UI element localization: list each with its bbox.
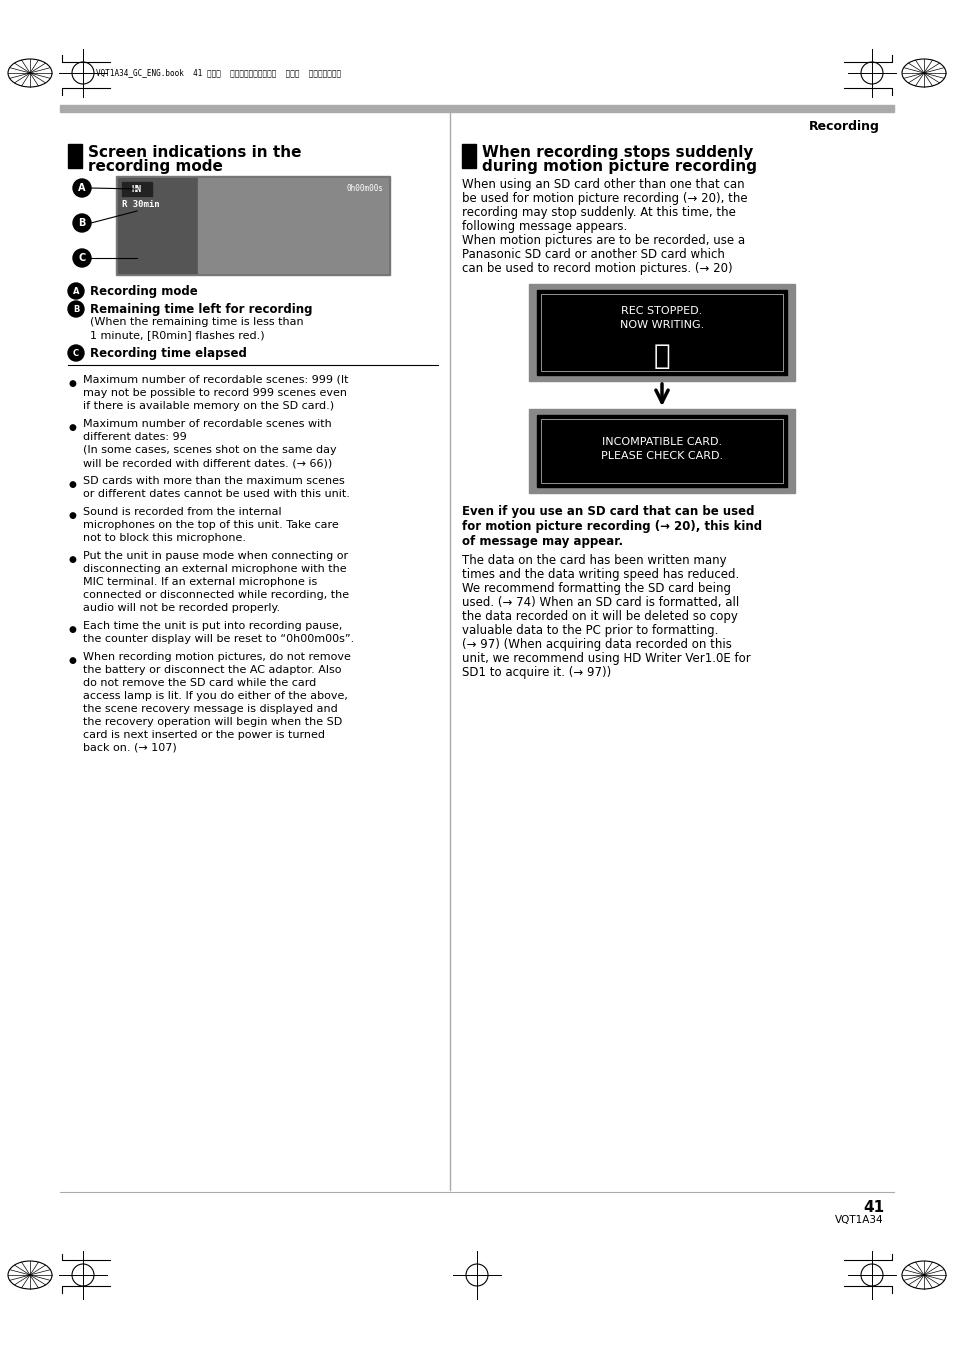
Text: PLEASE CHECK CARD.: PLEASE CHECK CARD. <box>600 452 722 461</box>
Text: (When the remaining time is less than: (When the remaining time is less than <box>90 317 303 328</box>
Bar <box>540 419 782 483</box>
Text: will be recorded with different dates. (→ 66)): will be recorded with different dates. (… <box>83 458 332 468</box>
Text: Put the unit in pause mode when connecting or: Put the unit in pause mode when connecti… <box>83 551 348 561</box>
Text: B: B <box>78 218 86 228</box>
Text: C: C <box>78 253 86 263</box>
Text: ⌛: ⌛ <box>653 342 670 369</box>
Bar <box>537 290 786 375</box>
Text: When recording stops suddenly: When recording stops suddenly <box>481 146 753 160</box>
Text: ●: ● <box>69 511 77 520</box>
Text: Panasonic SD card or another SD card which: Panasonic SD card or another SD card whi… <box>461 248 724 262</box>
Text: Recording: Recording <box>808 120 879 133</box>
Text: Remaining time left for recording: Remaining time left for recording <box>90 303 313 315</box>
Text: NOW WRITING.: NOW WRITING. <box>619 319 703 330</box>
Text: (→ 97) (When acquiring data recorded on this: (→ 97) (When acquiring data recorded on … <box>461 638 731 651</box>
Text: the counter display will be reset to “0h00m00s”.: the counter display will be reset to “0h… <box>83 634 354 644</box>
Text: A: A <box>72 287 79 295</box>
Text: When motion pictures are to be recorded, use a: When motion pictures are to be recorded,… <box>461 235 744 247</box>
Text: MIC terminal. If an external microphone is: MIC terminal. If an external microphone … <box>83 577 317 586</box>
Text: the scene recovery message is displayed and: the scene recovery message is displayed … <box>83 704 337 714</box>
Text: Even if you use an SD card that can be used: Even if you use an SD card that can be u… <box>461 506 754 518</box>
Text: Each time the unit is put into recording pause,: Each time the unit is put into recording… <box>83 621 342 631</box>
Text: following message appears.: following message appears. <box>461 220 626 233</box>
Text: if there is available memory on the SD card.): if there is available memory on the SD c… <box>83 400 334 411</box>
Bar <box>116 177 390 275</box>
Text: ●: ● <box>69 555 77 563</box>
Text: INCOMPATIBLE CARD.: INCOMPATIBLE CARD. <box>601 437 721 448</box>
Text: the battery or disconnect the AC adaptor. Also: the battery or disconnect the AC adaptor… <box>83 665 341 675</box>
Text: of message may appear.: of message may appear. <box>461 535 622 549</box>
Text: unit, we recommend using HD Writer Ver1.0E for: unit, we recommend using HD Writer Ver1.… <box>461 652 750 665</box>
Text: audio will not be recorded properly.: audio will not be recorded properly. <box>83 603 280 613</box>
Text: may not be possible to record 999 scenes even: may not be possible to record 999 scenes… <box>83 388 347 398</box>
Text: disconnecting an external microphone with the: disconnecting an external microphone wit… <box>83 563 346 574</box>
Bar <box>537 415 786 487</box>
Text: not to block this microphone.: not to block this microphone. <box>83 532 246 543</box>
Bar <box>198 178 388 274</box>
Text: do not remove the SD card while the card: do not remove the SD card while the card <box>83 678 315 687</box>
Text: ●: ● <box>69 656 77 665</box>
Circle shape <box>68 345 84 361</box>
Text: A: A <box>78 183 86 193</box>
Text: VQT1A34: VQT1A34 <box>835 1215 883 1225</box>
Circle shape <box>68 301 84 317</box>
Text: We recommend formatting the SD card being: We recommend formatting the SD card bein… <box>461 582 730 594</box>
Text: VQT1A34_GC_ENG.book  41 ページ  ２００７年１月２７日  土曜日  午後１時４６分: VQT1A34_GC_ENG.book 41 ページ ２００７年１月２７日 土曜… <box>96 69 341 77</box>
Text: SD cards with more than the maximum scenes: SD cards with more than the maximum scen… <box>83 476 344 487</box>
Text: back on. (→ 107): back on. (→ 107) <box>83 743 176 754</box>
Text: recording mode: recording mode <box>88 159 223 174</box>
Text: for motion picture recording (→ 20), this kind: for motion picture recording (→ 20), thi… <box>461 520 761 532</box>
Text: the data recorded on it will be deleted so copy: the data recorded on it will be deleted … <box>461 611 737 623</box>
Text: microphones on the top of this unit. Take care: microphones on the top of this unit. Tak… <box>83 520 338 530</box>
Text: be used for motion picture recording (→ 20), the: be used for motion picture recording (→ … <box>461 191 747 205</box>
Circle shape <box>73 249 91 267</box>
Text: (In some cases, scenes shot on the same day: (In some cases, scenes shot on the same … <box>83 445 336 456</box>
Bar <box>122 182 152 195</box>
Text: during motion picture recording: during motion picture recording <box>481 159 757 174</box>
Bar <box>118 178 388 274</box>
Text: 1 minute, [R0min] flashes red.): 1 minute, [R0min] flashes red.) <box>90 330 264 340</box>
Text: or different dates cannot be used with this unit.: or different dates cannot be used with t… <box>83 489 350 499</box>
Text: Recording mode: Recording mode <box>90 284 197 298</box>
Text: times and the data writing speed has reduced.: times and the data writing speed has red… <box>461 568 739 581</box>
Bar <box>60 105 893 112</box>
Text: used. (→ 74) When an SD card is formatted, all: used. (→ 74) When an SD card is formatte… <box>461 596 739 609</box>
Text: 41: 41 <box>862 1200 883 1215</box>
Text: C: C <box>72 349 79 357</box>
Text: ●: ● <box>69 423 77 431</box>
Text: recording may stop suddenly. At this time, the: recording may stop suddenly. At this tim… <box>461 206 735 218</box>
Bar <box>540 294 782 371</box>
Text: card is next inserted or the power is turned: card is next inserted or the power is tu… <box>83 731 325 740</box>
Text: REC STOPPED.: REC STOPPED. <box>620 306 702 315</box>
Text: Maximum number of recordable scenes with: Maximum number of recordable scenes with <box>83 419 332 429</box>
Circle shape <box>73 179 91 197</box>
Text: can be used to record motion pictures. (→ 20): can be used to record motion pictures. (… <box>461 262 732 275</box>
Text: connected or disconnected while recording, the: connected or disconnected while recordin… <box>83 590 349 600</box>
Text: ●: ● <box>69 625 77 634</box>
Text: valuable data to the PC prior to formatting.: valuable data to the PC prior to formatt… <box>461 624 718 638</box>
Circle shape <box>68 283 84 299</box>
Circle shape <box>73 214 91 232</box>
Text: different dates: 99: different dates: 99 <box>83 431 187 442</box>
Text: When recording motion pictures, do not remove: When recording motion pictures, do not r… <box>83 652 351 662</box>
Text: Screen indications in the: Screen indications in the <box>88 146 301 160</box>
Text: R 30min: R 30min <box>122 200 159 209</box>
Bar <box>529 408 794 493</box>
Text: HN: HN <box>132 185 142 194</box>
Bar <box>68 144 82 168</box>
Text: When using an SD card other than one that can: When using an SD card other than one tha… <box>461 178 744 191</box>
Text: 0h00m00s: 0h00m00s <box>347 183 384 193</box>
Bar <box>461 144 476 168</box>
Text: access lamp is lit. If you do either of the above,: access lamp is lit. If you do either of … <box>83 692 348 701</box>
Text: SD1 to acquire it. (→ 97)): SD1 to acquire it. (→ 97)) <box>461 666 611 679</box>
Text: The data on the card has been written many: The data on the card has been written ma… <box>461 554 726 568</box>
Text: Sound is recorded from the internal: Sound is recorded from the internal <box>83 507 281 518</box>
Bar <box>529 284 794 381</box>
Text: Maximum number of recordable scenes: 999 (It: Maximum number of recordable scenes: 999… <box>83 375 348 386</box>
Text: Recording time elapsed: Recording time elapsed <box>90 346 247 360</box>
Text: B: B <box>72 305 79 314</box>
Text: the recovery operation will begin when the SD: the recovery operation will begin when t… <box>83 717 342 727</box>
Text: ●: ● <box>69 379 77 388</box>
Text: ●: ● <box>69 480 77 489</box>
